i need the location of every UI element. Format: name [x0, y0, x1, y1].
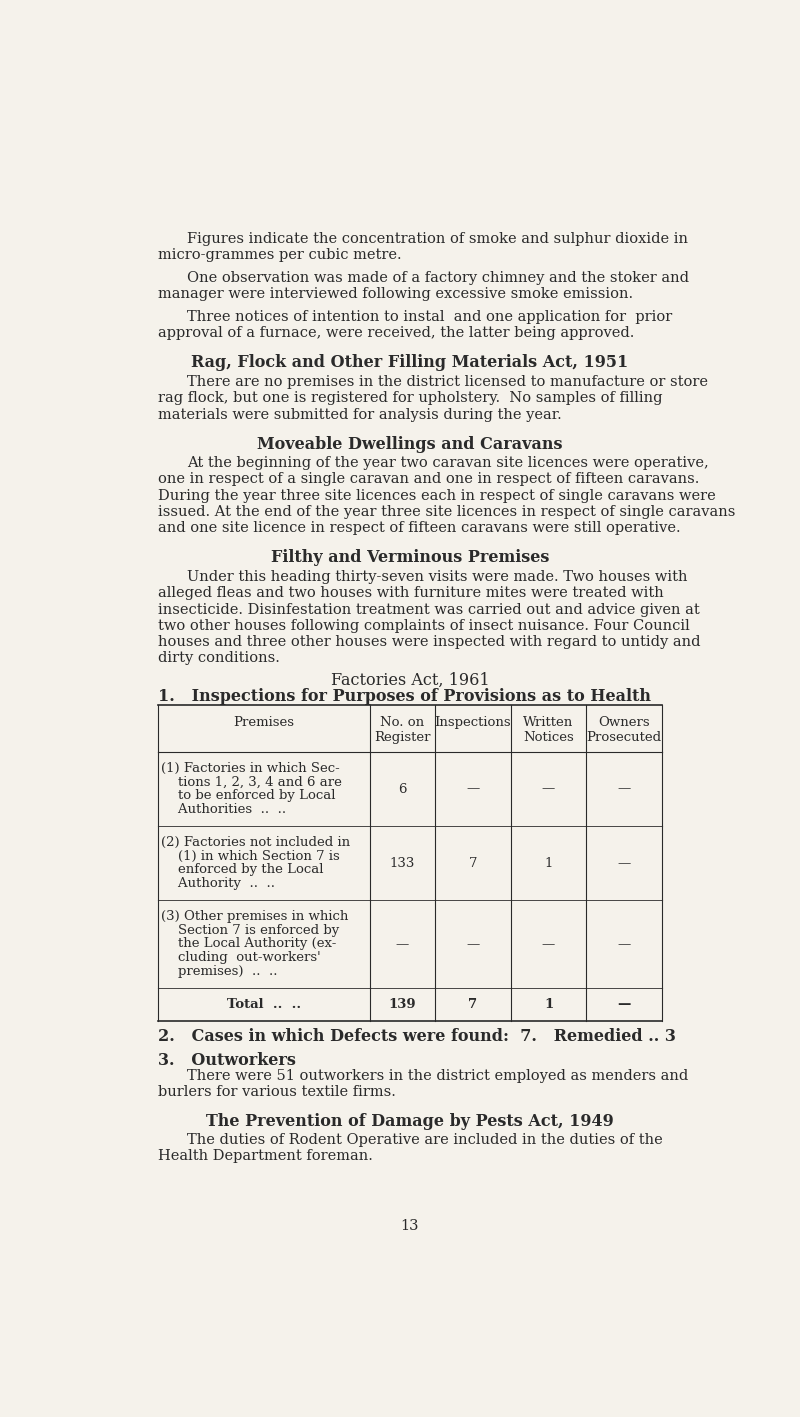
Text: During the year three site licences each in respect of single caravans were: During the year three site licences each… — [158, 489, 716, 503]
Text: 139: 139 — [389, 998, 416, 1012]
Text: micro-grammes per cubic metre.: micro-grammes per cubic metre. — [158, 248, 402, 262]
Text: Authority  ..  ..: Authority .. .. — [161, 877, 275, 890]
Text: burlers for various textile firms.: burlers for various textile firms. — [158, 1085, 396, 1100]
Text: houses and three other houses were inspected with regard to untidy and: houses and three other houses were inspe… — [158, 635, 701, 649]
Text: Authorities  ..  ..: Authorities .. .. — [161, 803, 286, 816]
Text: —: — — [466, 782, 479, 795]
Text: tions 1, 2, 3, 4 and 6 are: tions 1, 2, 3, 4 and 6 are — [161, 775, 342, 788]
Text: 1: 1 — [544, 998, 553, 1012]
Text: 2.   Cases in which Defects were found:  7.   Remedied .. 3: 2. Cases in which Defects were found: 7.… — [158, 1029, 676, 1046]
Text: 3.   Outworkers: 3. Outworkers — [158, 1053, 296, 1070]
Text: Total  ..  ..: Total .. .. — [227, 998, 301, 1010]
Text: —: — — [542, 938, 555, 951]
Text: Health Department foreman.: Health Department foreman. — [158, 1149, 373, 1163]
Text: Premises: Premises — [234, 716, 294, 728]
Text: —: — — [466, 938, 479, 951]
Text: There are no premises in the district licensed to manufacture or store: There are no premises in the district li… — [186, 376, 708, 390]
Text: Rag, Flock and Other Filling Materials Act, 1951: Rag, Flock and Other Filling Materials A… — [191, 354, 629, 371]
Text: Factories Act, 1961: Factories Act, 1961 — [330, 672, 490, 689]
Text: The duties of Rodent Operative are included in the duties of the: The duties of Rodent Operative are inclu… — [186, 1134, 662, 1146]
Text: Filthy and Verminous Premises: Filthy and Verminous Premises — [271, 550, 549, 567]
Text: (3) Other premises in which: (3) Other premises in which — [161, 910, 349, 922]
Text: Figures indicate the concentration of smoke and sulphur dioxide in: Figures indicate the concentration of sm… — [186, 232, 688, 247]
Text: —: — — [618, 998, 630, 1012]
Text: insecticide. Disinfestation treatment was carried out and advice given at: insecticide. Disinfestation treatment wa… — [158, 602, 700, 616]
Text: premises)  ..  ..: premises) .. .. — [161, 965, 278, 978]
Text: Moveable Dwellings and Caravans: Moveable Dwellings and Caravans — [258, 435, 562, 452]
Text: enforced by the Local: enforced by the Local — [161, 863, 324, 876]
Text: (1) in which Section 7 is: (1) in which Section 7 is — [161, 850, 340, 863]
Text: —: — — [618, 782, 630, 795]
Text: The Prevention of Damage by Pests Act, 1949: The Prevention of Damage by Pests Act, 1… — [206, 1114, 614, 1131]
Text: 1.   Inspections for Purposes of Provisions as to Health: 1. Inspections for Purposes of Provision… — [158, 689, 651, 706]
Text: —: — — [618, 938, 630, 951]
Text: One observation was made of a factory chimney and the stoker and: One observation was made of a factory ch… — [186, 271, 689, 285]
Text: Owners
Prosecuted: Owners Prosecuted — [586, 716, 662, 744]
Text: —: — — [396, 938, 409, 951]
Text: —: — — [618, 857, 630, 870]
Text: —: — — [542, 782, 555, 795]
Text: 133: 133 — [390, 857, 415, 870]
Text: approval of a furnace, were received, the latter being approved.: approval of a furnace, were received, th… — [158, 326, 634, 340]
Text: dirty conditions.: dirty conditions. — [158, 652, 280, 666]
Text: 6: 6 — [398, 782, 406, 795]
Text: 7: 7 — [469, 998, 478, 1012]
Text: No. on
Register: No. on Register — [374, 716, 430, 744]
Text: Inspections: Inspections — [434, 716, 511, 728]
Text: materials were submitted for analysis during the year.: materials were submitted for analysis du… — [158, 408, 562, 421]
Text: and one site licence in respect of fifteen caravans were still operative.: and one site licence in respect of fifte… — [158, 521, 681, 536]
Text: alleged fleas and two houses with furniture mites were treated with: alleged fleas and two houses with furnit… — [158, 587, 664, 601]
Text: issued. At the end of the year three site licences in respect of single caravans: issued. At the end of the year three sit… — [158, 504, 735, 519]
Text: 13: 13 — [401, 1219, 419, 1233]
Text: Under this heading thirty-seven visits were made. Two houses with: Under this heading thirty-seven visits w… — [186, 570, 687, 584]
Text: the Local Authority (ex-: the Local Authority (ex- — [161, 937, 337, 951]
Text: Three notices of intention to instal  and one application for  prior: Three notices of intention to instal and… — [186, 310, 672, 324]
Text: two other houses following complaints of insect nuisance. Four Council: two other houses following complaints of… — [158, 619, 690, 633]
Text: one in respect of a single caravan and one in respect of fifteen caravans.: one in respect of a single caravan and o… — [158, 472, 699, 486]
Text: 1: 1 — [544, 857, 553, 870]
Text: manager were interviewed following excessive smoke emission.: manager were interviewed following exces… — [158, 288, 634, 302]
Text: rag flock, but one is registered for upholstery.  No samples of filling: rag flock, but one is registered for uph… — [158, 391, 662, 405]
Text: At the beginning of the year two caravan site licences were operative,: At the beginning of the year two caravan… — [186, 456, 708, 470]
Text: Written
Notices: Written Notices — [523, 716, 574, 744]
Text: cluding  out-workers': cluding out-workers' — [161, 951, 321, 964]
Text: There were 51 outworkers in the district employed as menders and: There were 51 outworkers in the district… — [186, 1068, 688, 1083]
Text: 7: 7 — [469, 857, 478, 870]
Text: Section 7 is enforced by: Section 7 is enforced by — [161, 924, 339, 937]
Text: to be enforced by Local: to be enforced by Local — [161, 789, 336, 802]
Text: (1) Factories in which Sec-: (1) Factories in which Sec- — [161, 762, 340, 775]
Text: (2) Factories not included in: (2) Factories not included in — [161, 836, 350, 849]
